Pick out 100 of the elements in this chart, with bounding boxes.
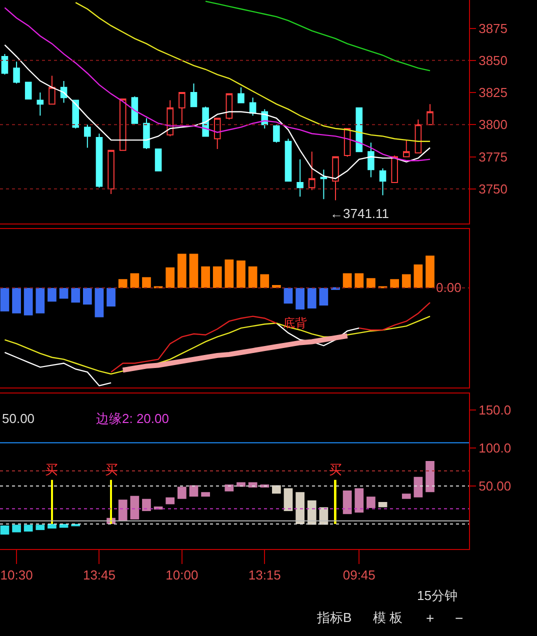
bar xyxy=(12,524,21,532)
bar xyxy=(366,278,376,288)
line-series xyxy=(204,0,431,72)
bar xyxy=(414,264,423,288)
y-tick-label: 100.0 xyxy=(478,440,512,456)
bar xyxy=(319,288,328,306)
bar xyxy=(378,502,388,508)
candlestick xyxy=(238,86,244,104)
bar xyxy=(224,484,234,492)
text: 模 板 xyxy=(373,610,403,625)
candlestick xyxy=(1,53,8,76)
y-tick-label: 3825 xyxy=(478,85,508,100)
bar xyxy=(342,490,352,514)
candlestick xyxy=(332,156,339,201)
bar xyxy=(236,482,246,487)
text: 15分钟 xyxy=(417,588,458,603)
candlestick xyxy=(414,118,422,154)
candlestick xyxy=(391,154,398,183)
data-label: 买 xyxy=(105,462,118,477)
bar xyxy=(110,480,112,524)
bar xyxy=(178,254,186,288)
line-series xyxy=(75,2,431,142)
candlestick xyxy=(96,133,103,188)
bar xyxy=(48,524,56,529)
bar xyxy=(390,279,399,288)
candlestick xyxy=(368,142,374,178)
candlestick xyxy=(154,148,162,172)
candlestick xyxy=(72,100,79,129)
bar xyxy=(118,279,128,288)
candlestick xyxy=(48,75,56,105)
bar xyxy=(178,486,186,499)
x-tick-label: 13:45 xyxy=(82,568,116,583)
annotation: 边缘2: 20.00 xyxy=(96,411,169,426)
bar xyxy=(106,288,116,307)
bar xyxy=(59,288,68,299)
bar xyxy=(402,494,411,499)
text: − xyxy=(455,610,464,626)
bar xyxy=(36,524,45,530)
bar xyxy=(51,480,53,524)
candlestick xyxy=(320,169,328,200)
candlestick xyxy=(190,83,198,108)
bar xyxy=(189,485,198,497)
bar xyxy=(236,260,246,288)
bar xyxy=(307,288,316,308)
bar xyxy=(366,496,376,508)
text: 指标B xyxy=(316,610,352,625)
bar xyxy=(24,524,33,532)
x-tick-label: 10:30 xyxy=(0,568,33,583)
candlestick xyxy=(284,138,292,182)
bar xyxy=(426,460,434,492)
y-tick-label: 150.0 xyxy=(478,402,512,418)
bar xyxy=(224,260,234,288)
candlestick xyxy=(119,98,126,151)
x-tick-label: 09:45 xyxy=(342,568,376,583)
bar xyxy=(201,266,210,288)
bar xyxy=(426,256,434,288)
bar xyxy=(248,482,258,488)
bar xyxy=(48,288,56,302)
ref-line-label: 0.00 xyxy=(436,280,462,295)
bar xyxy=(414,476,423,498)
candlestick xyxy=(84,124,91,148)
bar xyxy=(296,288,304,310)
candlestick xyxy=(273,124,280,144)
candlestick xyxy=(402,140,410,158)
bar xyxy=(248,266,258,288)
bar xyxy=(201,492,210,497)
candlestick xyxy=(296,158,304,198)
bar xyxy=(296,492,304,524)
bar xyxy=(284,488,293,512)
bar xyxy=(334,480,336,524)
bar xyxy=(142,277,151,288)
y-tick-label: 3875 xyxy=(478,20,508,36)
candlestick xyxy=(379,168,386,196)
candlestick xyxy=(36,92,44,116)
bar xyxy=(130,496,140,520)
data-label: 买 xyxy=(45,462,58,477)
bar xyxy=(94,288,104,318)
candlestick xyxy=(426,104,434,126)
data-label: 买 xyxy=(329,462,342,477)
annotation: 底背 xyxy=(283,316,307,330)
line-series xyxy=(4,7,431,162)
candlestick xyxy=(214,118,221,150)
candlestick xyxy=(108,150,114,195)
bar xyxy=(272,284,281,288)
bar xyxy=(189,254,198,288)
bar xyxy=(260,274,270,288)
annotation: 50.00 xyxy=(2,411,35,426)
y-tick-label: 3800 xyxy=(478,117,508,132)
x-tick-label: 10:00 xyxy=(166,568,198,583)
candlestick xyxy=(143,118,150,150)
bar xyxy=(71,288,80,303)
text: + xyxy=(426,610,434,626)
bar xyxy=(0,525,10,535)
bar xyxy=(166,267,175,288)
bar xyxy=(130,273,140,288)
bar xyxy=(82,288,92,305)
bar xyxy=(272,485,281,494)
bar xyxy=(212,266,222,288)
candlestick xyxy=(131,96,138,124)
bar xyxy=(342,273,352,288)
